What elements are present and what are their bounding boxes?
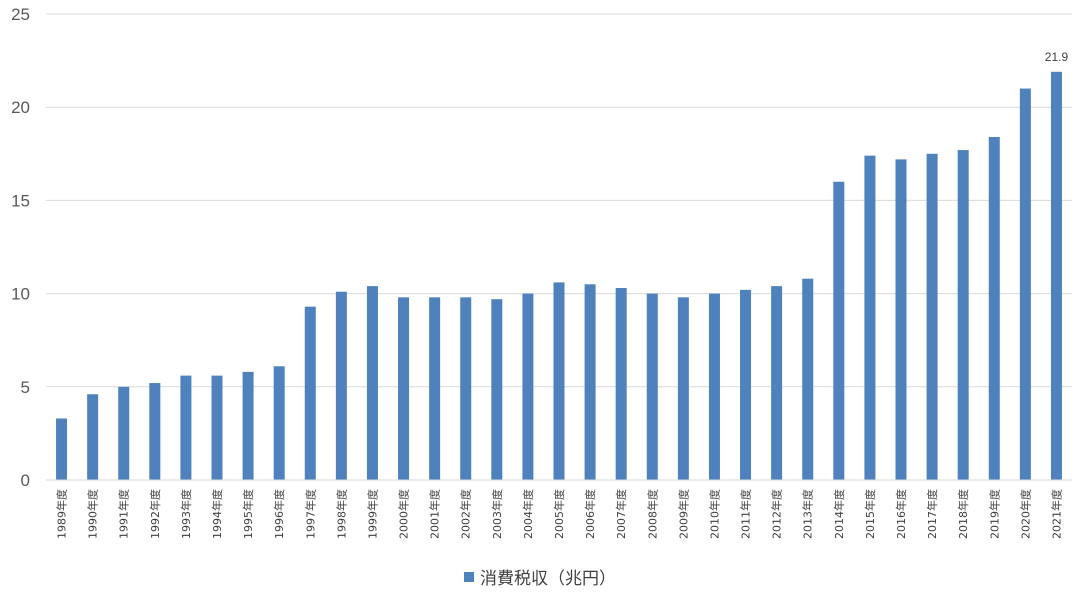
bar-1998年度 bbox=[335, 291, 347, 480]
bar-1999年度 bbox=[366, 286, 378, 480]
bar-2019年度 bbox=[988, 137, 1000, 481]
x-tick-label: 1999年度 bbox=[365, 489, 379, 539]
x-tick-label: 1998年度 bbox=[334, 489, 348, 539]
x-tick-label: 2012年度 bbox=[770, 489, 784, 539]
x-tick-label: 1997年度 bbox=[303, 489, 317, 539]
x-tick-label: 1994年度 bbox=[210, 489, 224, 539]
x-tick-label: 2016年度 bbox=[894, 489, 908, 539]
legend-swatch bbox=[464, 572, 474, 582]
x-tick-label: 2017年度 bbox=[925, 489, 939, 539]
y-tick-label: 15 bbox=[11, 191, 30, 210]
x-tick-label: 2021年度 bbox=[1049, 489, 1063, 539]
bar-2004年度 bbox=[522, 293, 534, 480]
legend-label: 消費税収（兆円） bbox=[480, 569, 616, 589]
x-tick-label: 2004年度 bbox=[521, 489, 535, 539]
bar-2011年度 bbox=[740, 289, 752, 480]
x-tick-label: 2010年度 bbox=[707, 489, 721, 539]
bar-2014年度 bbox=[833, 181, 845, 480]
x-tick-label: 2008年度 bbox=[645, 489, 659, 539]
bar-2007年度 bbox=[615, 288, 627, 480]
bar-2015年度 bbox=[864, 155, 876, 480]
bar-1993年度 bbox=[180, 375, 192, 480]
bar-2008年度 bbox=[646, 293, 658, 480]
y-tick-label: 5 bbox=[21, 378, 30, 397]
bar-2017年度 bbox=[926, 153, 938, 481]
x-tick-label: 2019年度 bbox=[987, 489, 1001, 539]
bar-1989年度 bbox=[56, 418, 68, 480]
bar-2001年度 bbox=[429, 297, 441, 480]
x-tick-label: 1995年度 bbox=[241, 489, 255, 539]
bar-1992年度 bbox=[149, 383, 161, 480]
bar-2013年度 bbox=[802, 278, 814, 480]
x-axis-ticks: 1989年度 1990年度 1991年度 1992年度 1993年度 1994年度 1995… bbox=[55, 489, 1064, 539]
x-tick-label: 1989年度 bbox=[55, 489, 69, 539]
y-tick-label: 10 bbox=[11, 285, 30, 304]
bar-1997年度 bbox=[304, 306, 316, 480]
bar-2016年度 bbox=[895, 159, 907, 480]
x-tick-label: 2006年度 bbox=[583, 489, 597, 539]
x-tick-label: 1993年度 bbox=[179, 489, 193, 539]
x-tick-label: 2020年度 bbox=[1018, 489, 1032, 539]
x-tick-label: 2018年度 bbox=[956, 489, 970, 539]
bar-2021年度 bbox=[1050, 71, 1062, 480]
x-tick-label: 2001年度 bbox=[428, 489, 442, 539]
y-tick-label: 25 bbox=[11, 5, 30, 24]
bar-1990年度 bbox=[87, 394, 99, 480]
x-tick-label: 2015年度 bbox=[863, 489, 877, 539]
bar-2020年度 bbox=[1019, 88, 1031, 480]
x-tick-label: 2007年度 bbox=[614, 489, 628, 539]
data-label: 21.9 bbox=[1045, 50, 1069, 64]
x-tick-label: 2014年度 bbox=[832, 489, 846, 539]
x-tick-label: 2005年度 bbox=[552, 489, 566, 539]
bar-2002年度 bbox=[460, 297, 472, 480]
x-tick-label: 1991年度 bbox=[117, 489, 131, 539]
bar-1994年度 bbox=[211, 375, 223, 480]
bar-1995年度 bbox=[242, 371, 254, 480]
x-tick-label: 1992年度 bbox=[148, 489, 162, 539]
bar-2018年度 bbox=[957, 150, 969, 480]
bars bbox=[56, 71, 1062, 481]
x-tick-label: 1996年度 bbox=[272, 489, 286, 539]
x-tick-label: 2000年度 bbox=[397, 489, 411, 539]
x-tick-label: 2009年度 bbox=[676, 489, 690, 539]
x-tick-label: 2003年度 bbox=[490, 489, 504, 539]
bar-2000年度 bbox=[398, 297, 410, 480]
legend: 消費税収（兆円） bbox=[464, 569, 616, 589]
bar-2010年度 bbox=[708, 293, 720, 480]
x-tick-label: 1990年度 bbox=[86, 489, 100, 539]
y-tick-label: 20 bbox=[11, 98, 30, 117]
y-tick-label: 0 bbox=[21, 471, 30, 490]
x-tick-label: 2013年度 bbox=[801, 489, 815, 539]
x-tick-label: 2011年度 bbox=[739, 489, 753, 539]
data-labels: 21.9 bbox=[1045, 50, 1069, 64]
bar-2006年度 bbox=[584, 284, 596, 480]
bar-2012年度 bbox=[771, 286, 783, 480]
bar-2003年度 bbox=[491, 299, 503, 480]
x-tick-label: 2002年度 bbox=[459, 489, 473, 539]
bar-1996年度 bbox=[273, 366, 285, 480]
bar-2009年度 bbox=[677, 297, 689, 480]
bar-1991年度 bbox=[118, 386, 130, 480]
y-axis-ticks: 0 5 10 15 20 25 bbox=[11, 5, 30, 490]
bar-2005年度 bbox=[553, 282, 565, 480]
